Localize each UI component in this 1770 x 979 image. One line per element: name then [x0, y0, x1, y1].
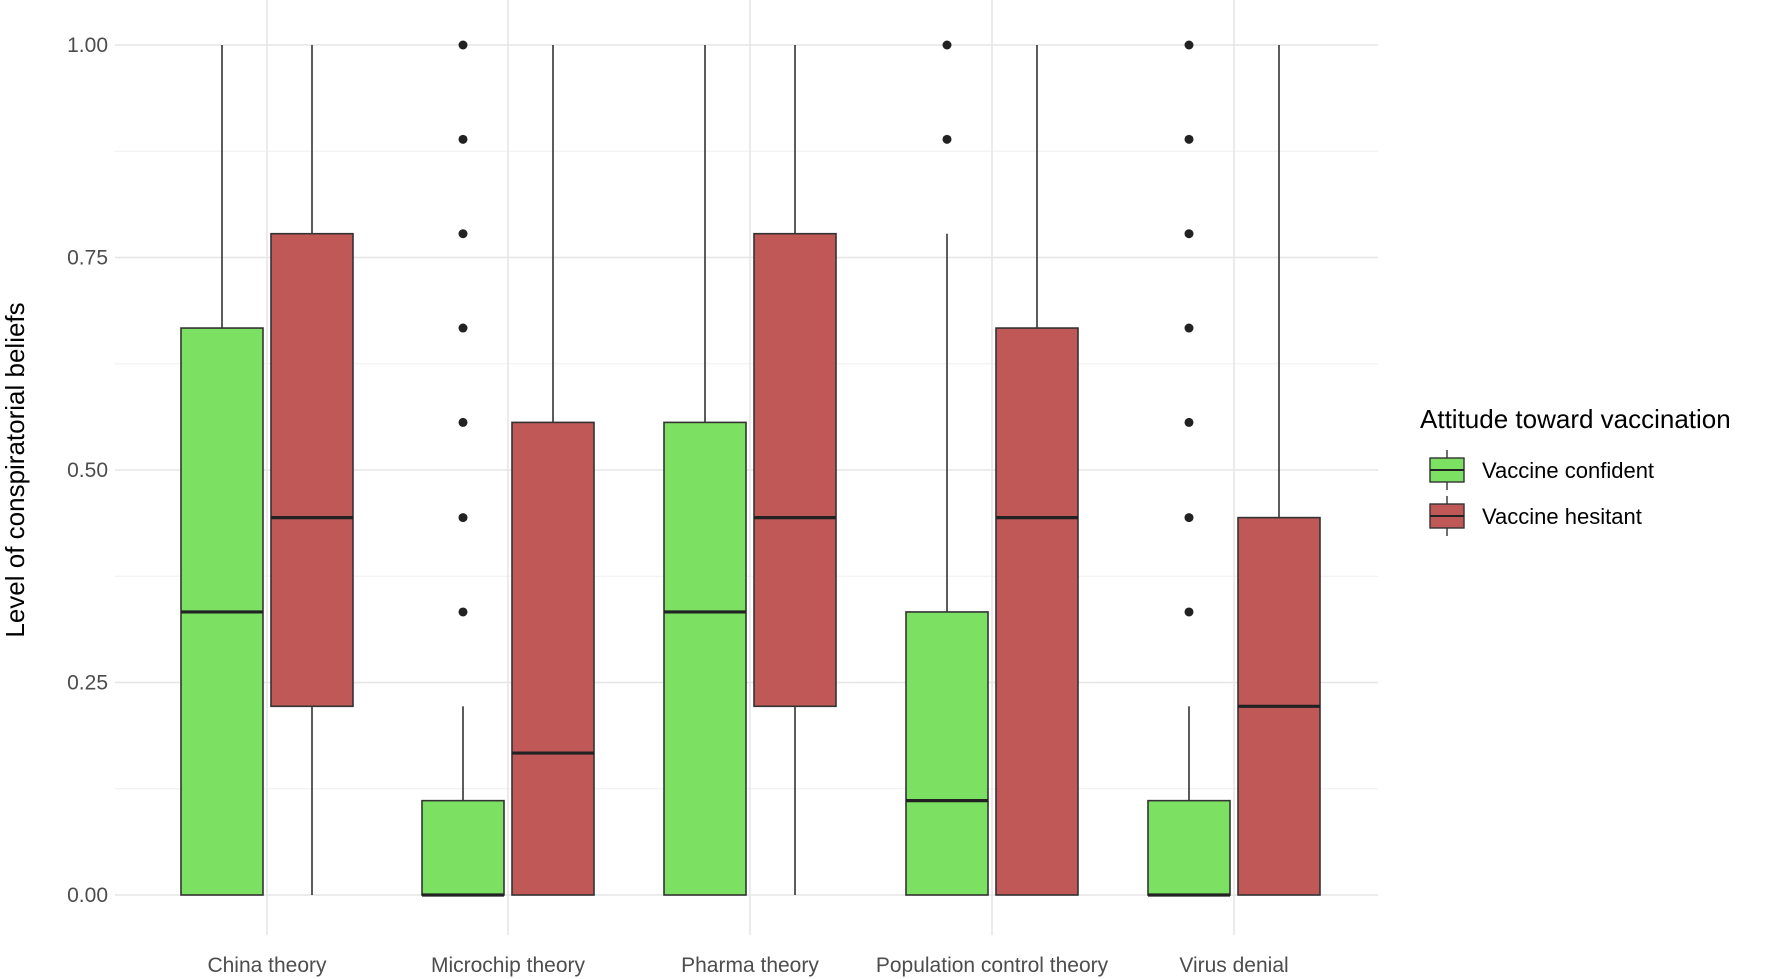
box-confident	[421, 40, 505, 897]
legend-title: Attitude toward vaccination	[1420, 404, 1731, 434]
outlier-point	[1184, 229, 1194, 239]
box-hesitant	[270, 45, 354, 895]
legend-item: Vaccine confident	[1429, 450, 1654, 490]
box-hesitant	[511, 45, 595, 896]
box-confident	[180, 45, 264, 896]
x-tick-label: Population control theory	[876, 954, 1109, 977]
legend-label: Vaccine hesitant	[1482, 504, 1642, 529]
outlier-point	[942, 134, 952, 144]
x-tick-label: Pharma theory	[681, 954, 819, 977]
box-hesitant	[1237, 45, 1321, 896]
box-iqr	[511, 421, 595, 896]
legend-items: Vaccine confident Vaccine hesitant	[1429, 450, 1654, 536]
outlier-point	[458, 229, 468, 239]
outlier-point	[1184, 513, 1194, 523]
y-axis-title: Level of conspiratorial beliefs	[0, 302, 30, 637]
x-tick-label: Virus denial	[1179, 954, 1288, 977]
axes: 0.00 0.25 0.50 0.75 1.00 China theory Microchi…	[67, 34, 1289, 977]
plot-area	[180, 40, 1321, 897]
outlier-point	[1184, 417, 1194, 427]
outlier-point	[458, 40, 468, 50]
outlier-point	[1184, 134, 1194, 144]
legend-label: Vaccine confident	[1482, 458, 1654, 483]
outlier-point	[458, 513, 468, 523]
box-iqr	[421, 799, 505, 896]
box-hesitant	[995, 45, 1079, 896]
legend-item: Vaccine hesitant	[1429, 496, 1642, 536]
box-iqr	[1147, 799, 1231, 896]
x-tick-label: China theory	[207, 954, 327, 977]
y-tick-label: 0.25	[67, 672, 108, 695]
box-iqr	[995, 327, 1079, 896]
outlier-point	[458, 417, 468, 427]
outlier-point	[458, 323, 468, 333]
outlier-point	[1184, 40, 1194, 50]
box-iqr	[663, 421, 747, 896]
x-tick-label: Microchip theory	[431, 954, 586, 977]
y-tick-label: 0.75	[67, 247, 108, 270]
box-confident	[1147, 40, 1231, 897]
box-confident	[905, 40, 989, 896]
box-confident	[663, 45, 747, 896]
outlier-point	[1184, 607, 1194, 617]
outlier-point	[1184, 323, 1194, 333]
outlier-point	[458, 607, 468, 617]
legend: Attitude toward vaccination Vaccine conf…	[1420, 404, 1731, 536]
box-iqr	[753, 232, 837, 708]
y-tick-label: 0.50	[67, 459, 108, 482]
y-tick-label: 1.00	[67, 34, 108, 57]
outlier-point	[942, 40, 952, 50]
box-hesitant	[753, 45, 837, 895]
box-iqr	[905, 611, 989, 896]
y-tick-label: 0.00	[67, 884, 108, 907]
box-iqr	[270, 232, 354, 708]
outlier-point	[458, 134, 468, 144]
